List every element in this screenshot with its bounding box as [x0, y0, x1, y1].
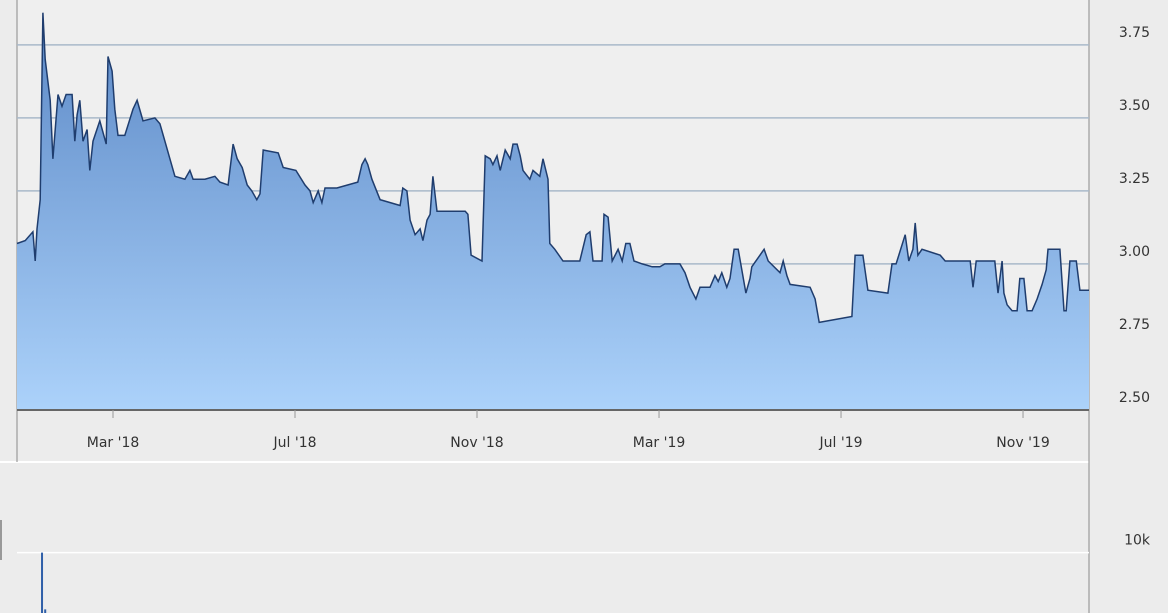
y-tick-label: 2.50 [1119, 390, 1150, 406]
price-area [17, 12, 1089, 410]
y-tick-label: 10k [1124, 533, 1151, 549]
y-tick-label: 2.75 [1119, 317, 1150, 333]
y-tick-label: 3.75 [1119, 25, 1150, 41]
x-tick-label: Nov '18 [450, 435, 503, 451]
x-tick-label: Nov '19 [996, 435, 1049, 451]
x-tick-label: Mar '19 [633, 435, 686, 451]
y-tick-label: 3.00 [1119, 244, 1150, 260]
volume-bar [41, 552, 44, 613]
x-tick-label: Jul '18 [273, 435, 317, 451]
price-line [16, 12, 1089, 324]
y-tick-label: 3.50 [1119, 98, 1150, 114]
x-tick-label: Jul '19 [819, 435, 863, 451]
x-tick-label: Mar '18 [87, 435, 140, 451]
y-tick-label: 3.25 [1119, 171, 1150, 187]
left-edge-mark [0, 520, 2, 560]
volume-bar [44, 609, 47, 613]
